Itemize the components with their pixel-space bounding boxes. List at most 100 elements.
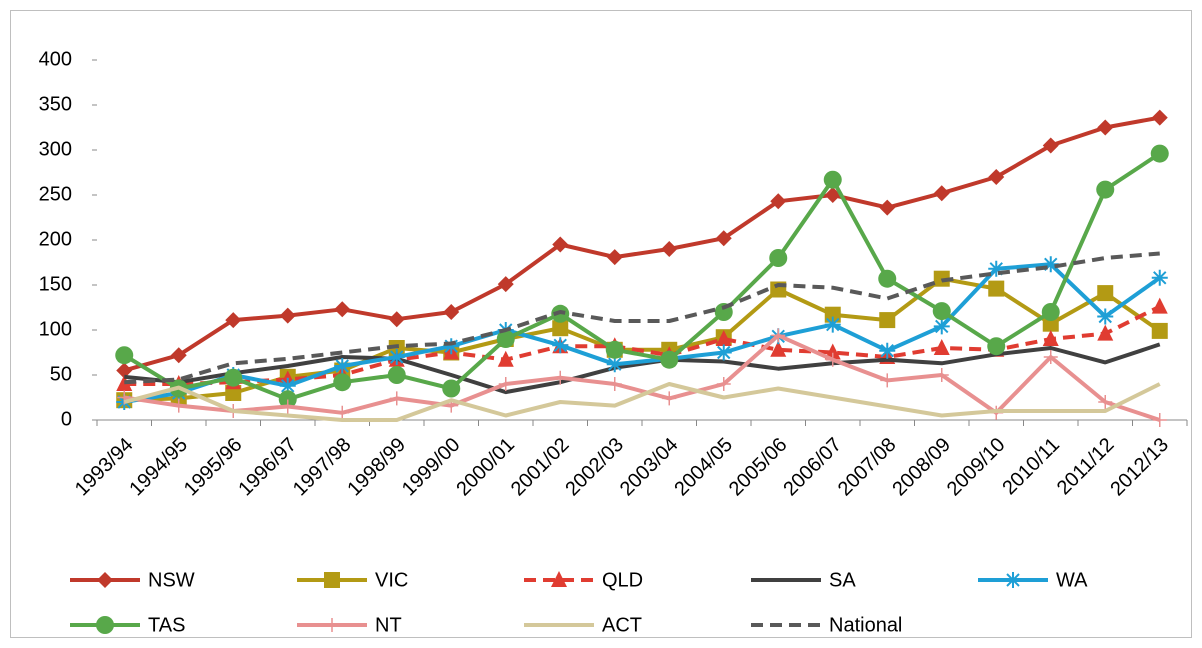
marker: [1097, 285, 1114, 302]
marker: [607, 377, 622, 391]
marker: [878, 269, 897, 288]
marker: [660, 350, 679, 369]
marker: [880, 373, 895, 388]
marker: [715, 330, 732, 346]
x-tick-label: 2011/12: [1053, 434, 1119, 500]
x-tick-label: 2002/03: [561, 434, 628, 501]
marker: [552, 236, 569, 253]
marker: [388, 349, 405, 365]
marker: [1043, 350, 1058, 364]
marker: [988, 280, 1005, 297]
marker: [497, 350, 514, 367]
marker: [1042, 256, 1059, 273]
marker: [932, 302, 951, 321]
marker: [280, 399, 295, 414]
marker: [933, 339, 950, 355]
legend-label: TAS: [148, 614, 185, 636]
y-tick-label: 200: [39, 228, 72, 250]
marker: [387, 366, 406, 384]
marker: [716, 377, 731, 391]
marker: [1097, 324, 1114, 341]
marker: [1150, 144, 1169, 163]
x-tick-label: 2010/11: [998, 434, 1064, 500]
marker: [170, 347, 187, 364]
legend-item: WA: [978, 569, 1088, 591]
x-tick-label: 2005/06: [725, 434, 792, 501]
legend-item: NSW: [70, 569, 195, 591]
marker: [443, 304, 460, 320]
marker: [116, 375, 133, 391]
x-tick-label: 1995/96: [180, 434, 247, 501]
legend-item: VIC: [297, 569, 408, 591]
legend-label: VIC: [375, 569, 408, 591]
legend-label: WA: [1056, 569, 1088, 591]
x-tick-label: 1994/95: [125, 434, 192, 501]
marker: [988, 260, 1005, 277]
marker: [97, 572, 113, 588]
marker: [662, 391, 677, 406]
marker: [388, 311, 405, 328]
marker: [334, 358, 351, 374]
series-line: [123, 115, 1161, 373]
marker: [769, 249, 788, 267]
marker: [279, 377, 296, 394]
legend-label: NSW: [148, 569, 195, 591]
x-tick-label: 2007/08: [834, 434, 901, 501]
y-tick-label: 400: [39, 48, 72, 70]
marker: [825, 352, 840, 367]
chart-frame: [10, 10, 1192, 638]
y-tick-label: 100: [39, 318, 72, 340]
y-tick-label: 150: [39, 273, 72, 295]
series-line: [123, 262, 1161, 404]
marker: [551, 571, 567, 587]
y-tick-label: 350: [39, 93, 72, 115]
marker: [115, 346, 134, 365]
marker: [987, 337, 1006, 356]
series-line: [123, 382, 1161, 422]
marker: [442, 379, 461, 398]
marker: [824, 316, 841, 333]
legend-item: SA: [751, 569, 856, 591]
x-tick-label: 2006/07: [779, 434, 846, 501]
marker: [1005, 572, 1021, 588]
marker: [661, 241, 678, 257]
x-tick-label: 2000/01: [452, 434, 519, 501]
legend-label: National: [829, 614, 902, 636]
x-tick-label: 1998/99: [343, 434, 410, 501]
marker: [988, 169, 1005, 185]
marker: [325, 618, 339, 632]
marker: [934, 368, 949, 382]
series-line: [123, 333, 1161, 422]
marker: [1151, 109, 1168, 126]
x-tick-label: 2003/04: [616, 434, 683, 501]
marker: [333, 373, 352, 392]
marker: [116, 362, 133, 379]
marker: [879, 312, 896, 329]
x-tick-label: 1996/97: [234, 434, 301, 501]
marker: [1151, 297, 1168, 314]
marker: [1041, 303, 1060, 321]
series-line: [124, 251, 1160, 385]
y-tick-label: 250: [39, 183, 72, 205]
series-line: [124, 342, 1161, 395]
y-tick-label: 50: [50, 363, 72, 385]
marker: [553, 370, 568, 385]
y-tick-label: 300: [39, 138, 72, 160]
marker: [1097, 119, 1114, 136]
y-tick-label: 0: [61, 408, 72, 430]
marker: [824, 306, 841, 323]
x-tick-label: 1999/00: [398, 434, 465, 501]
x-tick-label: 2008/09: [888, 434, 955, 501]
legend-item: NT: [297, 614, 402, 636]
marker: [1151, 269, 1168, 286]
marker: [933, 185, 950, 202]
marker: [606, 249, 623, 266]
marker: [1151, 322, 1168, 339]
marker: [770, 193, 787, 210]
series-line: [123, 151, 1161, 402]
series-line: [124, 304, 1161, 386]
marker: [1096, 180, 1115, 199]
marker: [496, 330, 515, 348]
marker: [1042, 330, 1059, 346]
